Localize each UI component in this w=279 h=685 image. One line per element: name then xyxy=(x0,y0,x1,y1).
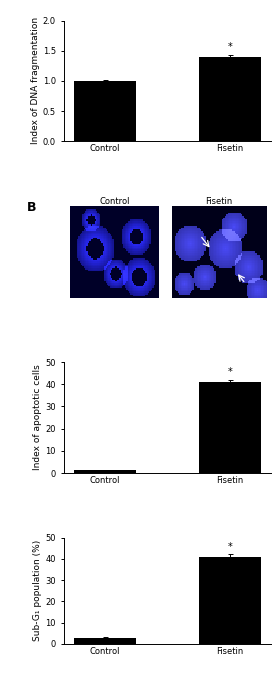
Y-axis label: Index of apoptotic cells: Index of apoptotic cells xyxy=(33,364,42,471)
Bar xyxy=(74,471,136,473)
Y-axis label: Sub-G₁ population (%): Sub-G₁ population (%) xyxy=(33,540,42,641)
Bar xyxy=(74,638,136,644)
Text: *: * xyxy=(228,542,232,551)
Text: B: B xyxy=(27,201,37,214)
Bar xyxy=(74,81,136,141)
Bar xyxy=(199,57,261,141)
Bar xyxy=(199,557,261,644)
Text: *: * xyxy=(228,367,232,377)
Y-axis label: Index of DNA fragmentation: Index of DNA fragmentation xyxy=(31,17,40,145)
Text: *: * xyxy=(228,42,232,52)
Bar xyxy=(199,382,261,473)
